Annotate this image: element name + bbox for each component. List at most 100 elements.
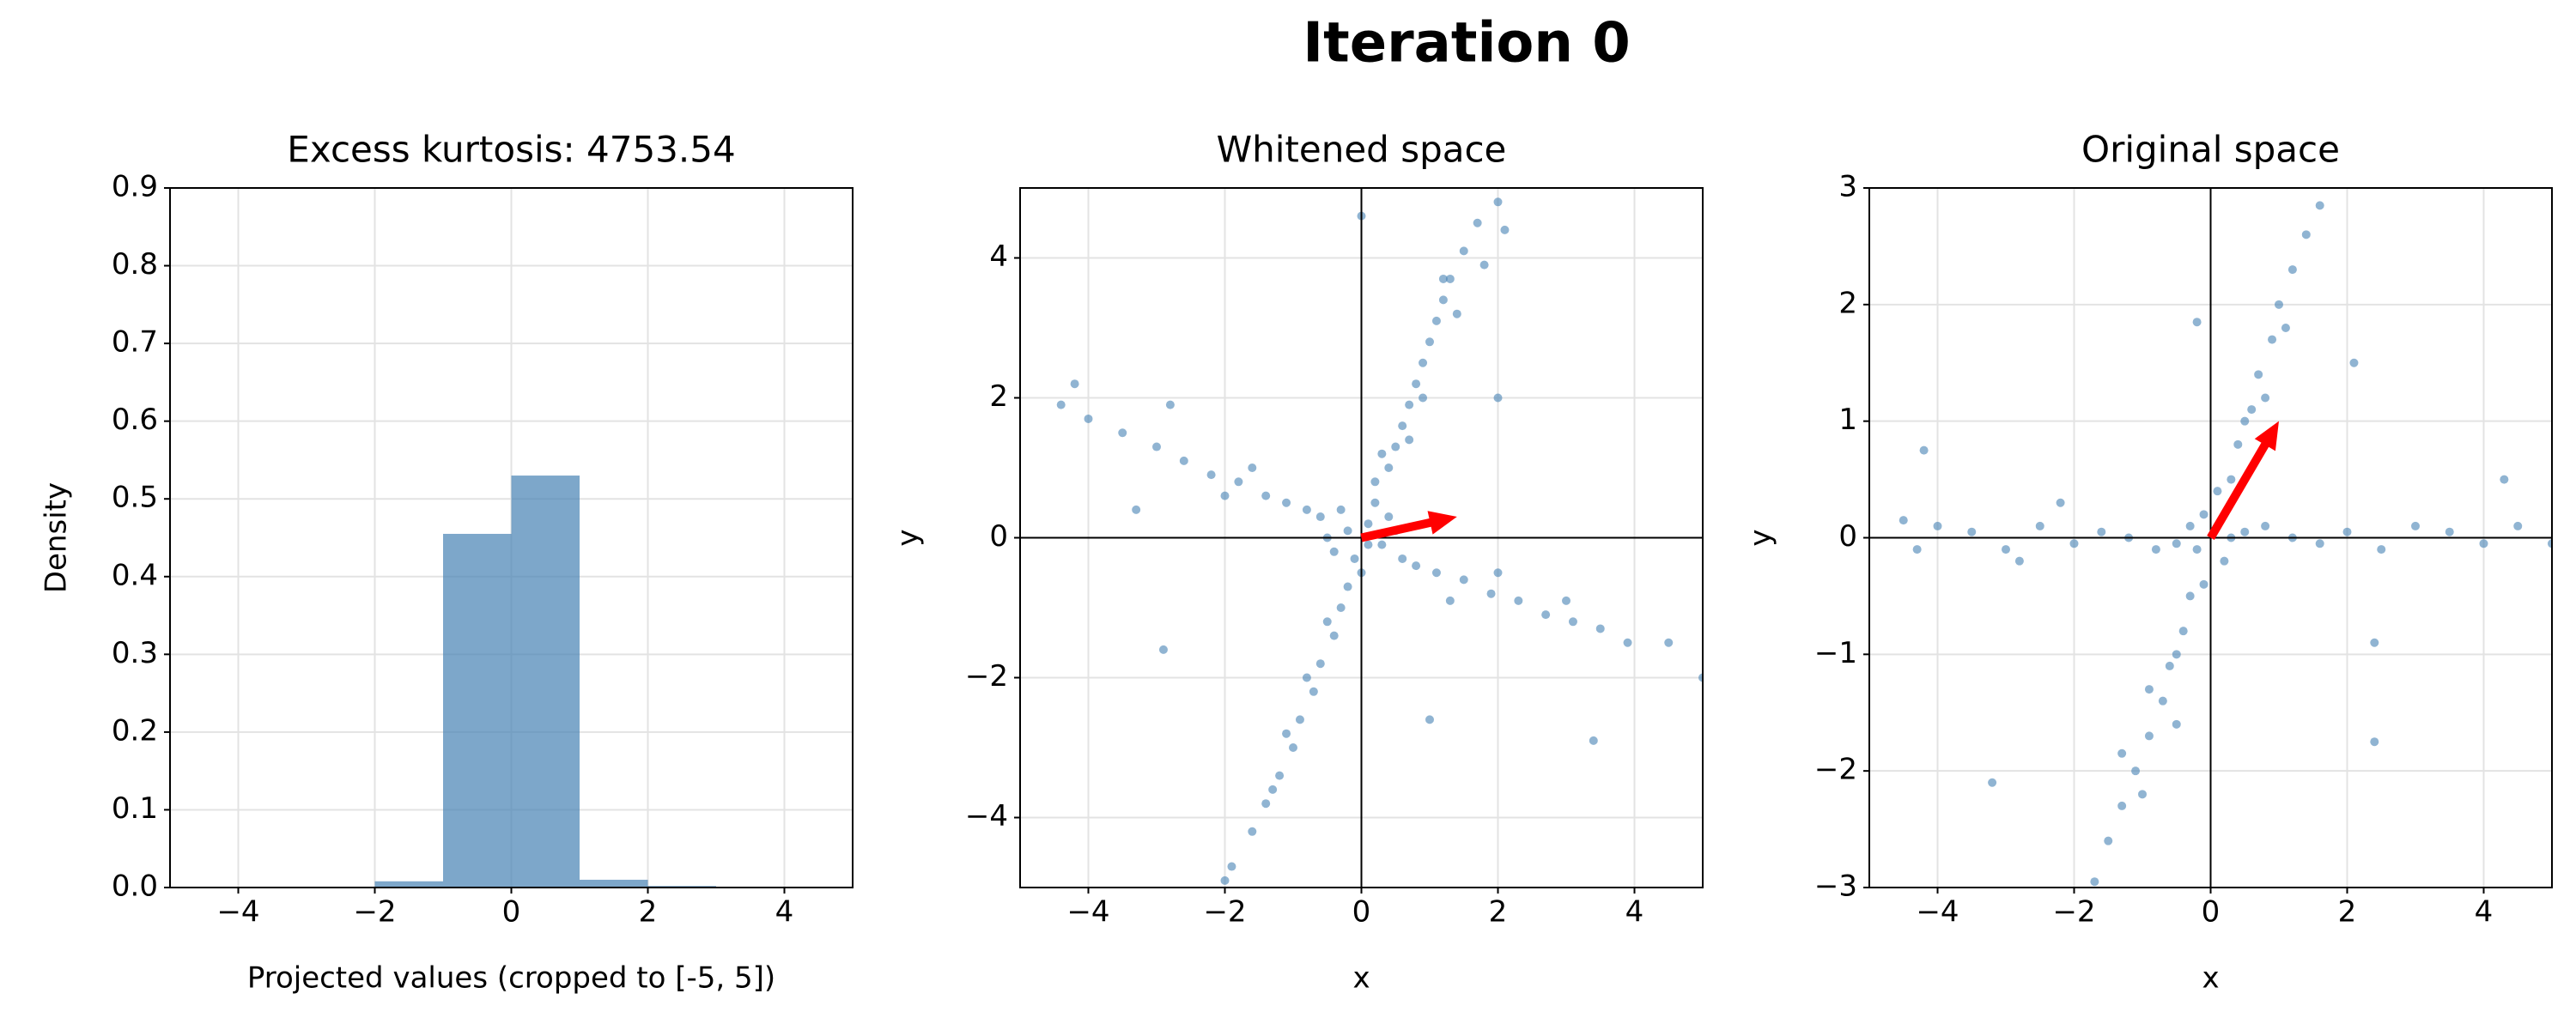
scatter-point (2349, 358, 2359, 367)
scatter-point (1084, 414, 1093, 423)
panel-title: Excess kurtosis: 4753.54 (287, 129, 735, 171)
scatter-point (1493, 393, 1503, 403)
scatter-point (1459, 246, 1468, 256)
scatter-point (1206, 470, 1216, 480)
scatter-point (2315, 539, 2324, 548)
points (1899, 201, 2552, 887)
scatter-point (1384, 464, 1394, 472)
scatter-point (2233, 439, 2243, 449)
scatter-point (2261, 521, 2270, 530)
y-tick-label: 0.5 (112, 481, 158, 515)
scatter-point (1336, 603, 1346, 612)
scatter-point (2261, 393, 2270, 403)
scatter-point (2240, 416, 2250, 426)
y-tick-label: 2 (1838, 286, 1857, 320)
x-tick-label: 2 (639, 895, 658, 930)
y-tick-label: 0.1 (112, 791, 158, 826)
axes-frame (1868, 187, 2553, 888)
scatter-point (2117, 748, 2127, 758)
scatter-point (1118, 428, 1127, 438)
scatter-point (1473, 218, 1482, 227)
scatter-point (2370, 737, 2379, 747)
scatter-point (2247, 405, 2257, 415)
scatter-point (2069, 539, 2079, 548)
x-axis-label: x (1352, 961, 1370, 996)
scatter-point (1179, 456, 1188, 465)
scatter-point (1459, 575, 1468, 585)
scatter-point (1309, 687, 1318, 696)
y-tick-label: 0.9 (112, 170, 158, 204)
scatter-point (1220, 491, 1230, 500)
scatter-point (1070, 379, 1079, 389)
scatter-point (2144, 685, 2154, 694)
scatter-point (2445, 527, 2454, 536)
y-tick-label: 0.6 (112, 403, 158, 437)
y-tick-label: 4 (989, 239, 1008, 274)
scatter-point (1234, 477, 1243, 487)
scatter-point (2192, 545, 2202, 554)
scatter-point (2342, 527, 2352, 536)
x-axis-label: Projected values (cropped to [-5, 5]) (247, 961, 775, 996)
scatter-point (2172, 719, 2181, 729)
y-tick-label: 0.4 (112, 558, 158, 592)
scatter-point (1152, 442, 1161, 451)
scatter-point (1056, 400, 1066, 409)
scatter-point (1933, 521, 1942, 530)
scatter-point (1322, 617, 1332, 627)
scatter-point (2227, 475, 2236, 484)
scatter-point (1438, 274, 1448, 283)
scatter-point (2301, 230, 2311, 239)
scatter-point (2172, 650, 2181, 659)
scatter-point (1329, 631, 1339, 640)
scatter-point (1919, 445, 1929, 455)
scatter-point (1431, 316, 1441, 325)
x-tick-label: 0 (1352, 895, 1371, 930)
scatter-point (2220, 556, 2229, 566)
y-axis-label: Density (39, 482, 74, 593)
scatter-point (1568, 617, 1577, 627)
y-tick-label: 0.2 (112, 713, 158, 748)
axes-frame (1019, 187, 1704, 888)
scatter-point (2138, 790, 2147, 799)
figure-title: Iteration 0 (1303, 12, 1630, 76)
scatter-point (1419, 393, 1428, 403)
axes-frame (169, 187, 854, 888)
scatter-point (1431, 568, 1441, 578)
scatter-point (1391, 442, 1400, 451)
scatter-point (1419, 358, 1428, 367)
y-tick-label: 1 (1838, 403, 1857, 437)
scatter-point (2254, 370, 2263, 379)
scatter-point (1377, 449, 1387, 458)
scatter-point (1248, 827, 1257, 836)
scatter-point (1405, 400, 1414, 409)
scatter-point (2097, 527, 2106, 536)
scatter-point (2199, 510, 2208, 519)
scatter-point (1377, 540, 1387, 549)
scatter-point (1165, 400, 1175, 409)
scatter-point (2192, 318, 2202, 327)
scatter-point (2158, 696, 2167, 706)
y-tick-label: −2 (965, 659, 1008, 694)
scatter-point (2548, 539, 2552, 548)
scatter-point (1398, 421, 1407, 431)
scatter-point (1412, 379, 1421, 389)
scatter-point (2056, 498, 2065, 507)
scatter-point (2500, 475, 2509, 484)
scatter-point (2370, 638, 2379, 647)
scatter-point (1336, 505, 1346, 514)
scatter-point (2144, 731, 2154, 741)
scatter-point (1412, 561, 1421, 571)
scatter-point (1698, 673, 1703, 682)
scatter-point (2315, 201, 2324, 210)
scatter-point (2411, 521, 2420, 530)
scatter-point (1541, 610, 1551, 620)
x-tick-label: 4 (2475, 895, 2494, 930)
scatter-point (1425, 337, 1434, 347)
scatter-point (1398, 554, 1407, 563)
scatter-point (2287, 265, 2297, 275)
scatter-point (1364, 540, 1373, 549)
y-tick-label: 3 (1838, 170, 1857, 204)
scatter-point (1514, 596, 1523, 605)
hist-bar (443, 533, 512, 888)
scatter-point (2002, 545, 2010, 554)
